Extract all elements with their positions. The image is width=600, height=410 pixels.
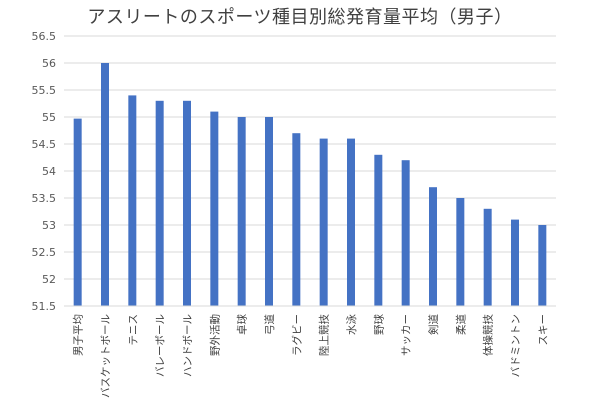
x-category-label: 陸上競技	[318, 314, 331, 356]
x-category-label: テニス	[127, 314, 139, 346]
bar	[511, 219, 519, 306]
bar	[101, 63, 109, 306]
bar	[155, 100, 164, 306]
x-category-label: 野外活動	[208, 314, 221, 356]
y-tick-label: 55	[42, 111, 56, 124]
y-tick-label: 52.5	[32, 246, 57, 259]
y-tick-label: 54	[42, 165, 56, 178]
x-category-label: バスケットボール	[100, 314, 112, 398]
bar	[538, 225, 547, 306]
x-category-label: 野球	[372, 314, 385, 335]
bar	[374, 154, 383, 306]
bar	[347, 138, 355, 306]
x-category-label: 男子平均	[73, 314, 85, 356]
gridlines	[64, 35, 556, 280]
chart-title: アスリートのスポーツ種目別総発育量平均（男子）	[87, 7, 513, 28]
y-tick-label: 53	[42, 219, 56, 232]
bar	[292, 133, 301, 306]
y-tick-label: 55.5	[32, 84, 57, 97]
x-category-label: ハンドボール	[182, 314, 194, 377]
x-category-label: バレーボール	[155, 314, 167, 377]
x-category-label: バドミントン	[510, 314, 522, 377]
bar	[237, 117, 246, 306]
y-tick-label: 51.5	[32, 300, 57, 313]
y-tick-label: 52	[42, 273, 56, 286]
bar	[429, 187, 437, 306]
x-category-label: 水泳	[345, 314, 358, 335]
bar	[319, 138, 328, 306]
x-category-label: 柔道	[454, 314, 467, 335]
bar	[401, 160, 410, 306]
y-tick-label: 54.5	[32, 138, 57, 151]
y-tick-label: 53.5	[32, 192, 57, 205]
bar	[73, 118, 82, 307]
y-tick-label: 56.5	[32, 30, 57, 43]
x-axis-category-labels: 男子平均 バスケットボール テニス バレーボール ハンドボール 野外活動 卓球 弓道 ラグビー 陸…	[73, 314, 550, 398]
bar	[210, 111, 219, 306]
x-category-label: 弓道	[263, 314, 276, 335]
bar	[483, 208, 492, 306]
bar	[265, 117, 273, 306]
x-category-label: サッカー	[401, 314, 413, 356]
x-category-label: スキー	[537, 314, 549, 346]
bar	[183, 100, 191, 306]
y-axis-tick-labels: 51.5 52 52.5 53 53.5 54 54.5 55 55.5 56 56.5	[32, 30, 57, 313]
x-category-label: 剣道	[427, 314, 440, 335]
bars	[73, 63, 547, 307]
x-category-label: 卓球	[236, 314, 249, 335]
bar	[456, 198, 465, 306]
x-category-label: 体操競技	[482, 314, 495, 356]
x-category-label: ラグビー	[290, 314, 303, 356]
y-tick-label: 56	[42, 57, 56, 70]
bar	[128, 95, 137, 307]
